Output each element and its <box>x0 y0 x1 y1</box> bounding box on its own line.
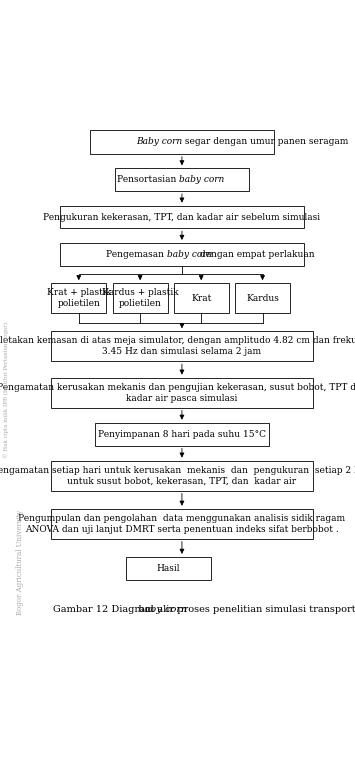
Bar <box>95 423 269 445</box>
Bar <box>51 508 313 539</box>
Bar <box>235 284 290 313</box>
Text: Pengukuran kekerasan, TPT, dan kadar air sebelum simulasi: Pengukuran kekerasan, TPT, dan kadar air… <box>43 212 321 222</box>
Bar <box>51 377 313 408</box>
Text: Krat + plastik
polietilen: Krat + plastik polietilen <box>47 288 111 308</box>
Bar <box>51 284 106 313</box>
Text: segar dengan umur panen seragam: segar dengan umur panen seragam <box>182 137 348 146</box>
Bar <box>115 168 249 191</box>
Text: Pengemasan: Pengemasan <box>106 250 167 259</box>
Text: Bogor Agricultural University: Bogor Agricultural University <box>16 510 23 615</box>
Bar <box>90 130 274 154</box>
Text: Gambar 12 Diagram alir proses penelitian simulasi transportasi: Gambar 12 Diagram alir proses penelitian… <box>53 605 355 614</box>
Bar <box>51 331 313 362</box>
Text: Kardus: Kardus <box>246 294 279 303</box>
Text: dengan empat perlakuan: dengan empat perlakuan <box>197 250 315 259</box>
Text: baby corn: baby corn <box>138 605 188 614</box>
Bar <box>174 284 229 313</box>
Text: baby corn: baby corn <box>167 250 212 259</box>
Bar <box>113 284 168 313</box>
Text: Penyimpanan 8 hari pada suhu 15°C: Penyimpanan 8 hari pada suhu 15°C <box>98 430 266 439</box>
Bar <box>126 557 211 580</box>
Bar <box>51 461 313 490</box>
Text: Peletakan kemasan di atas meja simulator, dengan amplitudo 4.82 cm dan frekuensi: Peletakan kemasan di atas meja simulator… <box>0 337 355 356</box>
Bar <box>60 205 304 228</box>
Text: Pengamatan kerusakan mekanis dan pengujian kekerasan, susut bobot, TPT dan
kadar: Pengamatan kerusakan mekanis dan penguji… <box>0 383 355 403</box>
Text: Pengamatan setiap hari untuk kerusakan  mekanis  dan  pengukuran  setiap 2 hari
: Pengamatan setiap hari untuk kerusakan m… <box>0 465 355 486</box>
Text: Baby corn: Baby corn <box>136 137 182 146</box>
Bar <box>60 243 304 266</box>
Text: Hasil: Hasil <box>157 564 180 572</box>
Text: Pensortasian: Pensortasian <box>117 175 179 184</box>
Text: Krat: Krat <box>191 294 211 303</box>
Text: baby corn: baby corn <box>179 175 224 184</box>
Text: Kardus + plastik
polietilen: Kardus + plastik polietilen <box>102 288 179 308</box>
Text: © Hak cipta milik IPB (Institut Pertanian Bogor): © Hak cipta milik IPB (Institut Pertania… <box>4 323 9 458</box>
Text: Pengumpulan dan pengolahan  data menggunakan analisis sidik ragam
ANOVA dan uji : Pengumpulan dan pengolahan data mengguna… <box>18 514 345 533</box>
